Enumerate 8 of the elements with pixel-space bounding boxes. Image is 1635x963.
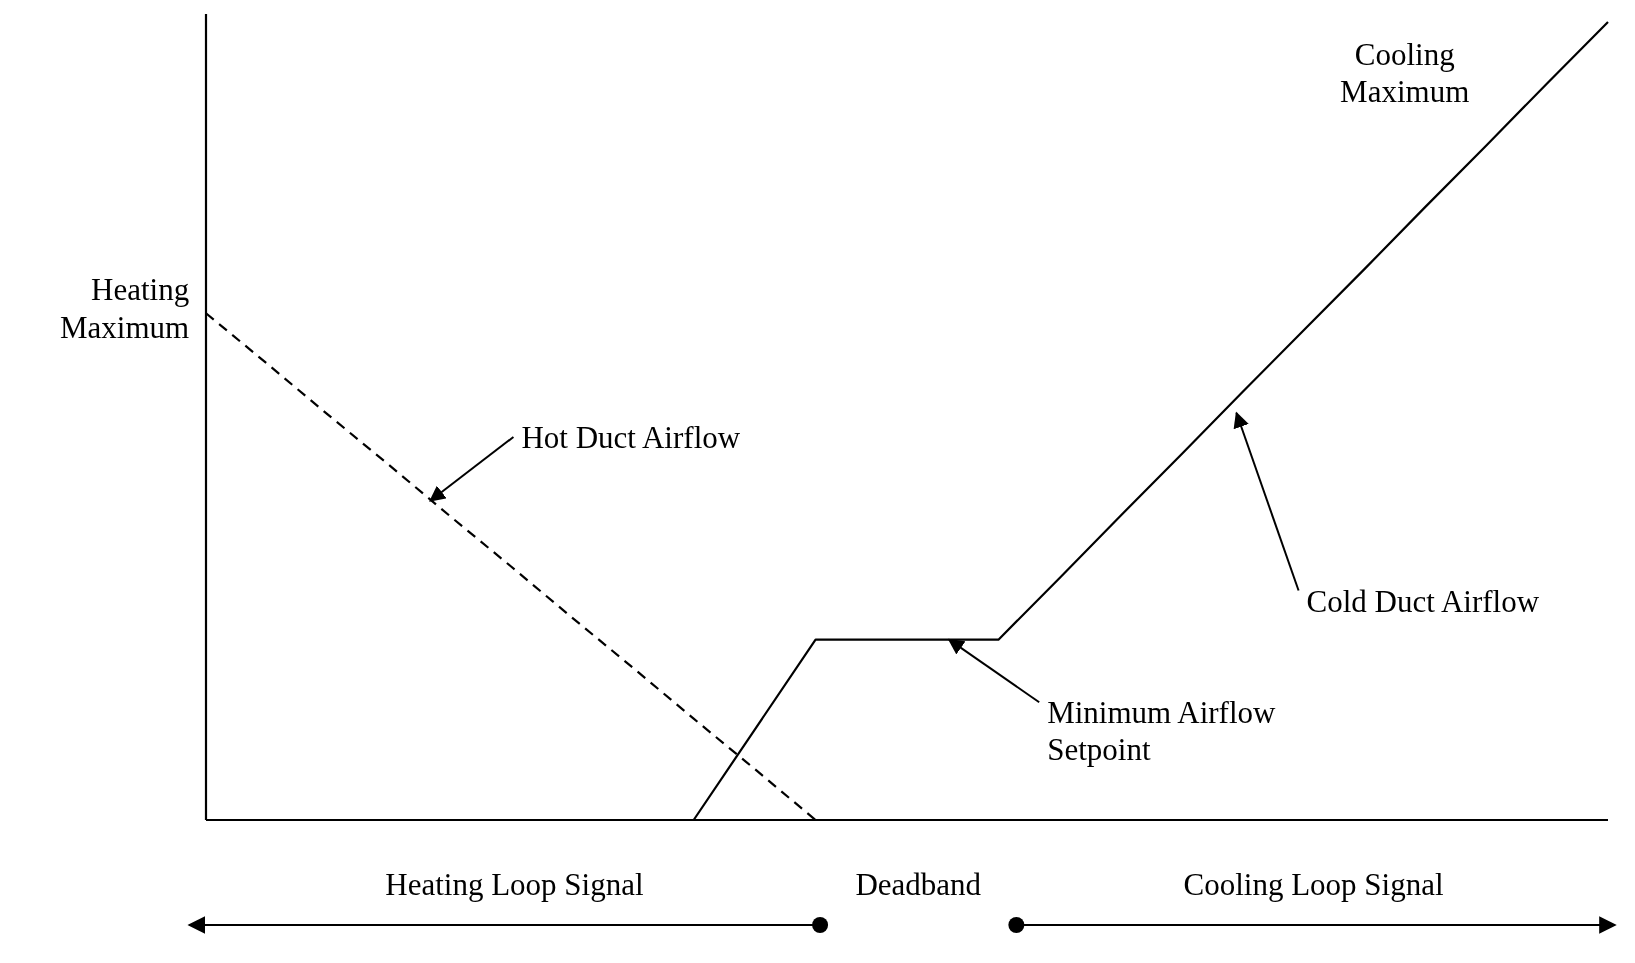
annotation: Cold Duct Airflow — [1306, 583, 1540, 619]
annotation: Minimum Airflow Setpoint — [1047, 695, 1277, 768]
text: Heating Maximum — [60, 272, 190, 345]
annotation: Cooling Maximum — [1340, 37, 1470, 110]
text: Deadband — [855, 866, 982, 902]
text: Heating Loop Signal — [385, 866, 644, 902]
text: Cooling Loop Signal — [1183, 866, 1444, 902]
annotation: Hot Duct Airflow — [521, 420, 741, 456]
